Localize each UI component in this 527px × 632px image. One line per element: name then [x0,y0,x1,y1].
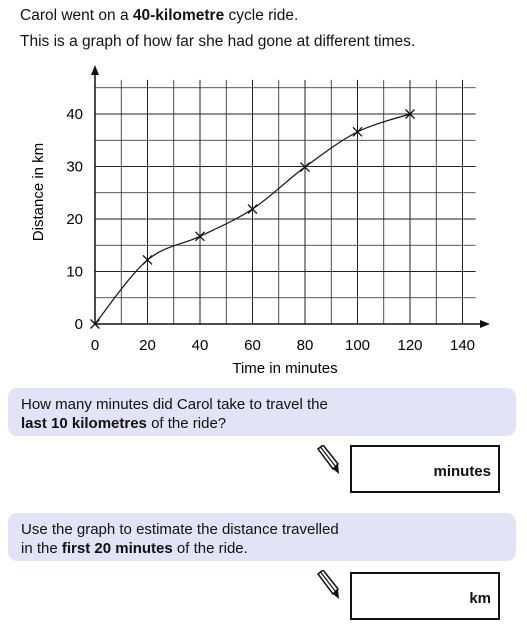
question-2-line-2: in the first 20 minutes of the ride. [21,539,503,558]
question-2-emphasis: first 20 minutes [61,540,173,557]
question-1-line-2: last 10 kilometres of the ride? [21,414,503,433]
question-1: How many minutes did Carol take to trave… [8,388,516,436]
question-2-line-1: Use the graph to estimate the distance t… [21,521,339,538]
question-2: Use the graph to estimate the distance t… [8,513,516,561]
intro-text: Carol went on a [20,7,133,24]
minutes-answer-box[interactable]: minutes [350,445,500,493]
question-1-emphasis: last 10 kilometres [21,415,147,432]
x-tick-label: 80 [297,337,314,354]
intro-line-1: Carol went on a 40-kilometre cycle ride. [20,7,298,25]
question-1-line-1: How many minutes did Carol take to trave… [21,396,328,413]
question-2-text: of the ride. [172,540,248,557]
data-point-marker [195,231,205,242]
data-point-marker [90,319,100,329]
x-axis-label: Time in minutes [232,360,337,377]
x-tick-label: 140 [450,337,475,354]
data-markers [90,109,415,329]
y-tick-label: 0 [75,316,83,333]
y-tick-label: 40 [66,106,83,123]
y-tick-label: 10 [66,264,83,281]
data-point-marker [300,162,310,172]
y-tick-label: 20 [66,211,83,228]
intro-emphasis: 40-kilometre [132,7,225,24]
intro-line-2: This is a graph of how far she had gone … [20,33,416,50]
x-axis-arrow [480,320,490,328]
y-axis-label: Distance in km [30,143,47,241]
x-tick-label: 60 [244,337,261,354]
chart-ticks: 0 20 40 60 80 100 120 140 0 10 20 30 40 [66,106,475,354]
intro-text: cycle ride. [224,7,299,24]
chart-grid [94,79,476,325]
x-tick-label: 40 [192,337,209,354]
data-point-marker [405,109,415,119]
question-1-text: of the ride? [146,415,227,432]
minutes-unit-label: minutes [433,463,491,480]
y-tick-label: 30 [66,159,83,176]
x-tick-label: 20 [139,337,156,354]
km-answer-box[interactable]: km [350,572,500,620]
data-point-marker [352,126,363,137]
data-point-marker [247,204,258,214]
distance-time-chart: 0 20 40 60 80 100 120 140 0 10 20 30 40 Time in minu… [30,65,490,377]
chart-axes [91,65,490,328]
x-tick-label: 0 [91,337,99,354]
pencil-icon [316,445,340,474]
y-axis-arrow [91,65,99,75]
x-tick-label: 100 [345,337,370,354]
km-unit-label: km [469,590,491,607]
data-point-marker [142,254,153,265]
x-tick-label: 120 [397,337,422,354]
question-2-text: in the [21,540,62,557]
pencil-icon [316,570,340,599]
